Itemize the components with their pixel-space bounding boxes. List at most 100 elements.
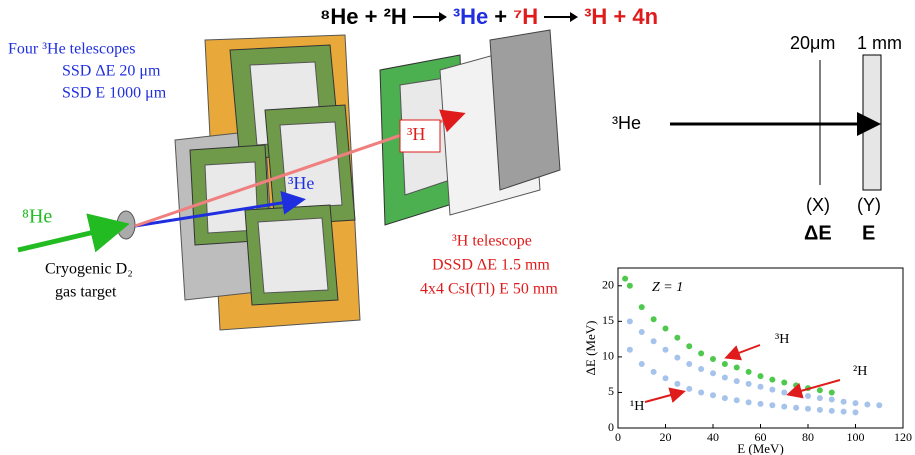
label: (X): [806, 195, 830, 215]
data-point: [651, 338, 657, 344]
data-point: [639, 329, 645, 335]
data-point: [663, 347, 669, 353]
label: SSD E 1000 μm: [62, 85, 167, 102]
data-point: [674, 335, 680, 341]
data-point: [769, 377, 775, 383]
data-point: [746, 369, 752, 375]
data-point: [734, 397, 740, 403]
label: E: [862, 222, 875, 244]
x-tick-label: 80: [802, 430, 814, 444]
canvas: Four ³He telescopes SSD ΔE 20 μm SSD E 1…: [0, 0, 915, 455]
data-point: [817, 395, 823, 401]
data-point: [853, 400, 859, 406]
data-point: [627, 318, 633, 324]
data-point: [710, 356, 716, 362]
data-point: [758, 384, 764, 390]
label: DSSD ΔE 1.5 mm: [432, 257, 550, 274]
data-point: [769, 387, 775, 393]
data-point: [722, 375, 728, 381]
data-point: [663, 375, 669, 381]
data-point: [674, 381, 680, 387]
data-point: [781, 389, 787, 395]
label: ³He: [288, 173, 314, 193]
annotation-arrow: [645, 392, 682, 402]
label: ³He: [612, 113, 641, 133]
data-point: [722, 395, 728, 401]
data-point: [651, 316, 657, 322]
y-axis-label: ΔE (MeV): [583, 321, 598, 376]
data-point: [746, 399, 752, 405]
x-tick-label: 40: [707, 430, 719, 444]
data-point: [627, 283, 633, 289]
label: 1 mm: [857, 33, 902, 53]
data-point: [722, 361, 728, 367]
data-point: [817, 387, 823, 393]
data-point: [686, 386, 692, 392]
series-label: ³H: [775, 332, 789, 347]
data-point: [651, 369, 657, 375]
x-tick-label: 120: [894, 430, 912, 444]
data-point: [622, 276, 628, 282]
data-point: [734, 378, 740, 384]
data-point: [769, 402, 775, 408]
data-point: [663, 325, 669, 331]
data-point: [639, 304, 645, 310]
label: ³H: [407, 124, 425, 144]
data-point: [805, 406, 811, 412]
data-point: [853, 409, 859, 415]
data-point: [829, 389, 835, 395]
y-tick-label: 10: [602, 349, 614, 363]
x-axis-label: E (MeV): [737, 441, 784, 455]
beam-arrow: [18, 226, 120, 250]
label: (Y): [857, 195, 881, 215]
y-tick-label: 20: [602, 278, 614, 292]
data-point: [781, 404, 787, 410]
data-point: [758, 401, 764, 407]
data-point: [841, 409, 847, 415]
data-point: [829, 397, 835, 403]
label: Cryogenic D₂: [45, 261, 133, 278]
data-point: [793, 405, 799, 411]
label: ⁸He: [22, 206, 52, 228]
data-point: [817, 407, 823, 413]
data-point: [876, 402, 882, 408]
annotation-arrow: [728, 345, 760, 357]
scatter-plot: 02040608010012005101520E (MeV)ΔE (MeV)Z …: [583, 268, 912, 455]
data-point: [758, 373, 764, 379]
annotation: Z = 1: [652, 280, 683, 295]
data-point: [805, 393, 811, 399]
label: 20μm: [790, 33, 835, 53]
data-point: [793, 382, 799, 388]
data-point: [864, 402, 870, 408]
data-point: [710, 370, 716, 376]
data-point: [781, 379, 787, 385]
data-point: [698, 366, 704, 372]
label: ΔE: [804, 222, 832, 244]
series-label: ²H: [853, 364, 867, 379]
data-point: [746, 381, 752, 387]
y-tick-label: 0: [608, 420, 614, 434]
x-tick-label: 0: [615, 430, 621, 444]
data-point: [829, 408, 835, 414]
data-point: [686, 361, 692, 367]
data-point: [639, 361, 645, 367]
label: gas target: [55, 284, 117, 301]
figure: ⁸He + ²H³He+⁷H³H + 4n: [0, 0, 915, 455]
label: 4x4 CsI(Tl) E 50 mm: [420, 281, 558, 298]
y-tick-label: 15: [602, 313, 614, 327]
label: Four ³He telescopes: [8, 41, 135, 58]
x-tick-label: 100: [847, 430, 865, 444]
data-point: [841, 399, 847, 405]
series-label: ¹H: [630, 399, 644, 414]
label: SSD ΔE 20 μm: [62, 63, 161, 80]
label: ³H telescope: [452, 233, 532, 250]
y-tick-label: 5: [608, 384, 614, 398]
data-point: [686, 343, 692, 349]
data-point: [710, 392, 716, 398]
data-point: [674, 355, 680, 361]
data-point: [627, 347, 633, 353]
data-point: [698, 350, 704, 356]
data-point: [698, 389, 704, 395]
x-tick-label: 20: [660, 430, 672, 444]
data-point: [734, 365, 740, 371]
